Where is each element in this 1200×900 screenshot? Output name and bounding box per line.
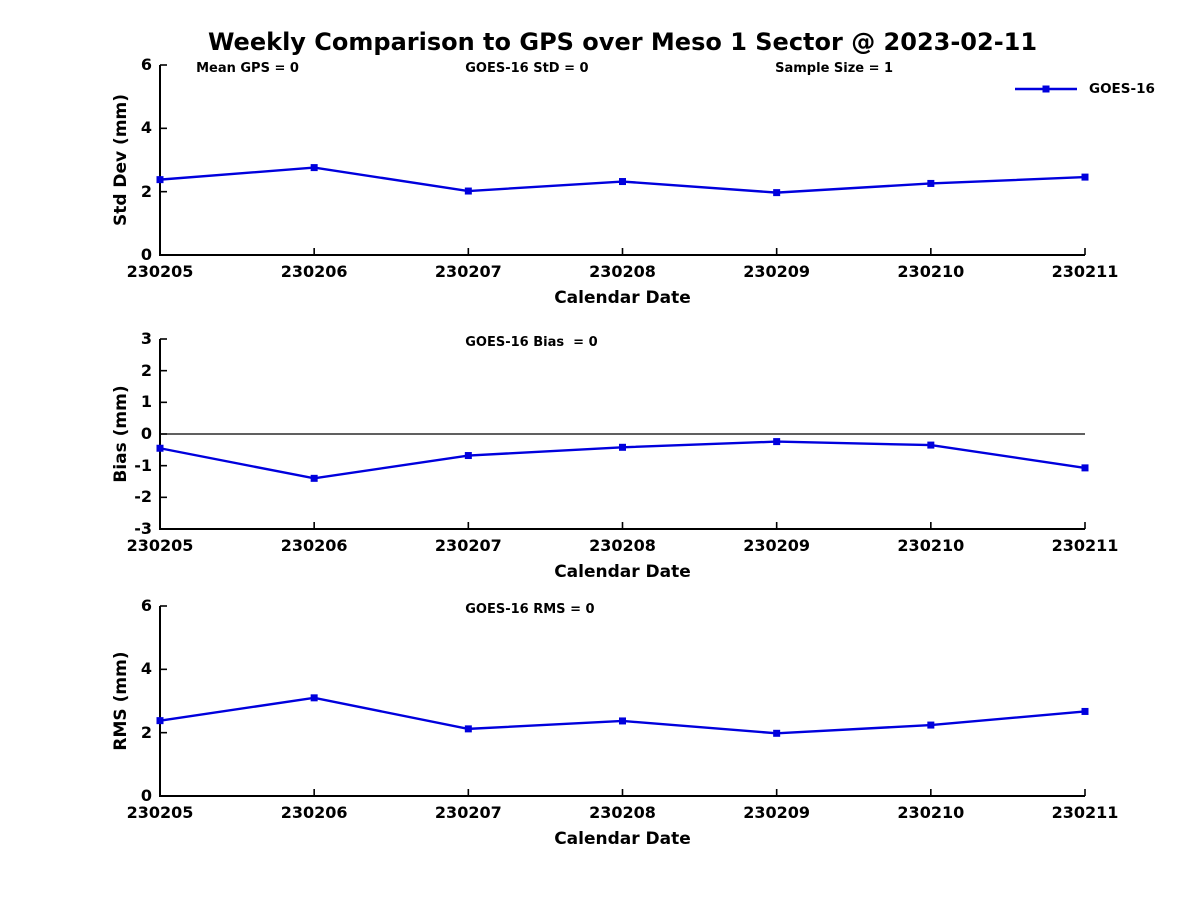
y-tick-label: 2: [140, 722, 152, 742]
legend-label: GOES-16: [1089, 81, 1155, 97]
y-tick-label: 0: [140, 245, 152, 264]
data-point-marker: [927, 441, 935, 449]
x-tick-label: 230207: [434, 262, 502, 281]
x-tick-label: 230207: [434, 803, 502, 822]
axis-spines: [159, 339, 1085, 530]
y-tick-label: 4: [140, 118, 152, 138]
x-tick-label: 230209: [743, 536, 811, 555]
y-tick-label: 1: [140, 392, 152, 412]
y-tick-label: 3: [140, 329, 152, 348]
y-axis-label-bias: Bias (mm): [111, 385, 131, 483]
x-tick-label: 230210: [897, 803, 965, 822]
x-tick-label: 230210: [897, 536, 965, 555]
plot-area-svg: [156, 605, 1089, 797]
x-tick-label: 230206: [280, 262, 348, 281]
data-point-marker: [619, 443, 626, 451]
data-point-marker: [156, 444, 164, 452]
data-point-marker: [1081, 707, 1089, 715]
legend-line-marker-icon: [1015, 85, 1077, 93]
x-tick-label: 230209: [743, 803, 811, 822]
x-axis-label: Calendar Date: [554, 562, 691, 582]
series-line: [159, 440, 1086, 480]
y-axis-label-rms: RMS (mm): [111, 651, 131, 751]
x-tick-label: 230206: [280, 803, 348, 822]
x-tick-label: 230208: [589, 803, 656, 822]
x-tick-label: 230207: [434, 536, 502, 555]
y-tick-label: 6: [140, 55, 152, 74]
y-tick-label: 4: [140, 659, 152, 679]
data-point-marker: [464, 725, 472, 733]
x-tick-label: 230211: [1051, 536, 1119, 555]
axis-spines: [159, 606, 1085, 797]
data-point-marker: [310, 474, 318, 482]
x-tick-label: 230211: [1051, 803, 1119, 822]
plot-annotation: GOES-16 StD = 0: [465, 61, 589, 76]
data-point-marker: [464, 452, 472, 460]
y-tick-label: 0: [140, 786, 152, 805]
y-tick-label: 2: [140, 360, 152, 380]
y-tick-label: 0: [140, 424, 152, 443]
y-tick-label: -1: [134, 455, 152, 475]
x-tick-label: 230209: [743, 262, 811, 281]
x-tick-label: 230210: [897, 262, 965, 281]
data-point-marker: [619, 178, 626, 186]
y-axis-label-std-dev: Std Dev (mm): [111, 93, 131, 227]
y-tick-label: -3: [134, 519, 152, 538]
x-tick-label: 230205: [126, 262, 194, 281]
data-point-marker: [773, 729, 781, 737]
plot-annotation: Sample Size = 1: [775, 61, 894, 76]
data-point-marker: [310, 694, 318, 702]
data-point-marker: [1081, 173, 1089, 181]
x-tick-label: 230206: [280, 536, 348, 555]
data-point-marker: [927, 721, 935, 729]
x-tick-label: 230208: [589, 536, 656, 555]
series-line: [159, 696, 1086, 735]
data-point-marker: [156, 176, 164, 184]
plot-annotation: GOES-16 Bias = 0: [465, 335, 598, 350]
data-point-marker: [1081, 464, 1089, 472]
x-tick-label: 230205: [126, 536, 194, 555]
data-point-marker: [156, 717, 164, 725]
series-line: [159, 166, 1086, 194]
x-axis-label: Calendar Date: [554, 829, 691, 849]
plot-annotation: GOES-16 RMS = 0: [465, 602, 595, 617]
axis-spines: [159, 65, 1085, 256]
data-point-marker: [773, 438, 781, 446]
legend: GOES-16: [1015, 81, 1155, 97]
data-point-marker: [773, 189, 781, 197]
figure-title: Weekly Comparison to GPS over Meso 1 Sec…: [207, 28, 1038, 56]
data-point-marker: [310, 164, 318, 172]
y-tick-label: -2: [134, 487, 152, 507]
plot-annotation: Mean GPS = 0: [196, 61, 299, 76]
data-point-marker: [927, 179, 935, 187]
data-point-marker: [464, 187, 472, 195]
y-tick-label: 2: [140, 181, 152, 201]
x-tick-label: 230211: [1051, 262, 1119, 281]
plot-area-svg: [156, 64, 1089, 256]
x-tick-label: 230205: [126, 803, 194, 822]
y-tick-label: 6: [140, 596, 152, 615]
x-axis-label: Calendar Date: [554, 288, 691, 308]
plot-area-svg: [156, 338, 1089, 530]
data-point-marker: [619, 717, 626, 725]
x-tick-label: 230208: [589, 262, 656, 281]
